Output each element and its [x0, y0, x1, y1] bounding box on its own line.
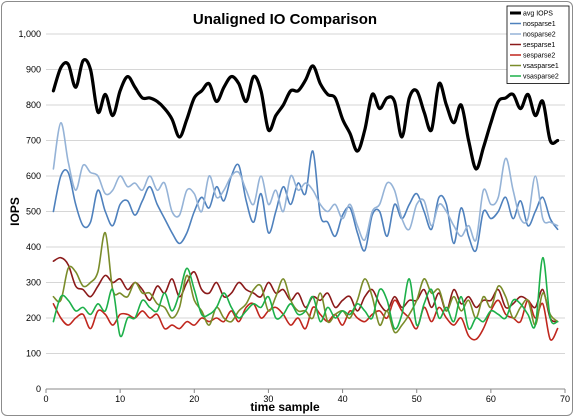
series-line-nosparse1: [52, 150, 559, 253]
x-tick-label: 10: [115, 394, 125, 404]
series-line-sesparse2: [52, 299, 559, 341]
x-tick-label: 0: [43, 394, 48, 404]
y-tick-label: 500: [26, 207, 41, 217]
x-tick-label: 20: [189, 394, 199, 404]
series-line-avg-iops: [51, 58, 560, 171]
x-tick-label: 30: [263, 394, 273, 404]
y-tick-label: 300: [26, 278, 41, 288]
y-tick-label: 400: [26, 242, 41, 252]
y-tick-label: 1,000: [18, 29, 41, 39]
y-tick-label: 900: [26, 65, 41, 75]
y-tick-label: 100: [26, 349, 41, 359]
y-tick-label: 600: [26, 171, 41, 181]
chart-title: Unaligned IO Comparison: [193, 11, 377, 28]
x-tick-label: 40: [338, 394, 348, 404]
legend-label: vsasparse2: [523, 74, 559, 81]
line-chart: 0 100 200 300 400 500 600 700 800 900 1,000 0 10 20 30…: [8, 5, 570, 414]
y-axis-title: IOPS: [8, 197, 22, 226]
legend-label: sesparse1: [523, 42, 555, 49]
legend: avg IOPS nosparse1 nosparse2 sesparse1 sespa…: [506, 5, 570, 84]
legend-label: vsasparse1: [523, 63, 559, 70]
x-tick-label: 70: [560, 394, 570, 404]
series-line-nosparse2: [52, 121, 559, 242]
x-tick-label: 60: [486, 394, 496, 404]
series-line-vsasparse2: [52, 256, 559, 338]
legend-label: avg IOPS: [523, 11, 553, 18]
y-tick-label: 800: [26, 100, 41, 110]
y-tick-label: 700: [26, 136, 41, 146]
legend-label: sesparse2: [523, 53, 555, 60]
x-tick-label: 50: [412, 394, 422, 404]
y-tick-label: 200: [26, 313, 41, 323]
legend-label: nosparse2: [523, 32, 556, 39]
legend-label: nosparse1: [523, 21, 556, 28]
y-tick-label: 0: [36, 384, 41, 394]
x-axis-title: time sample: [250, 400, 320, 414]
